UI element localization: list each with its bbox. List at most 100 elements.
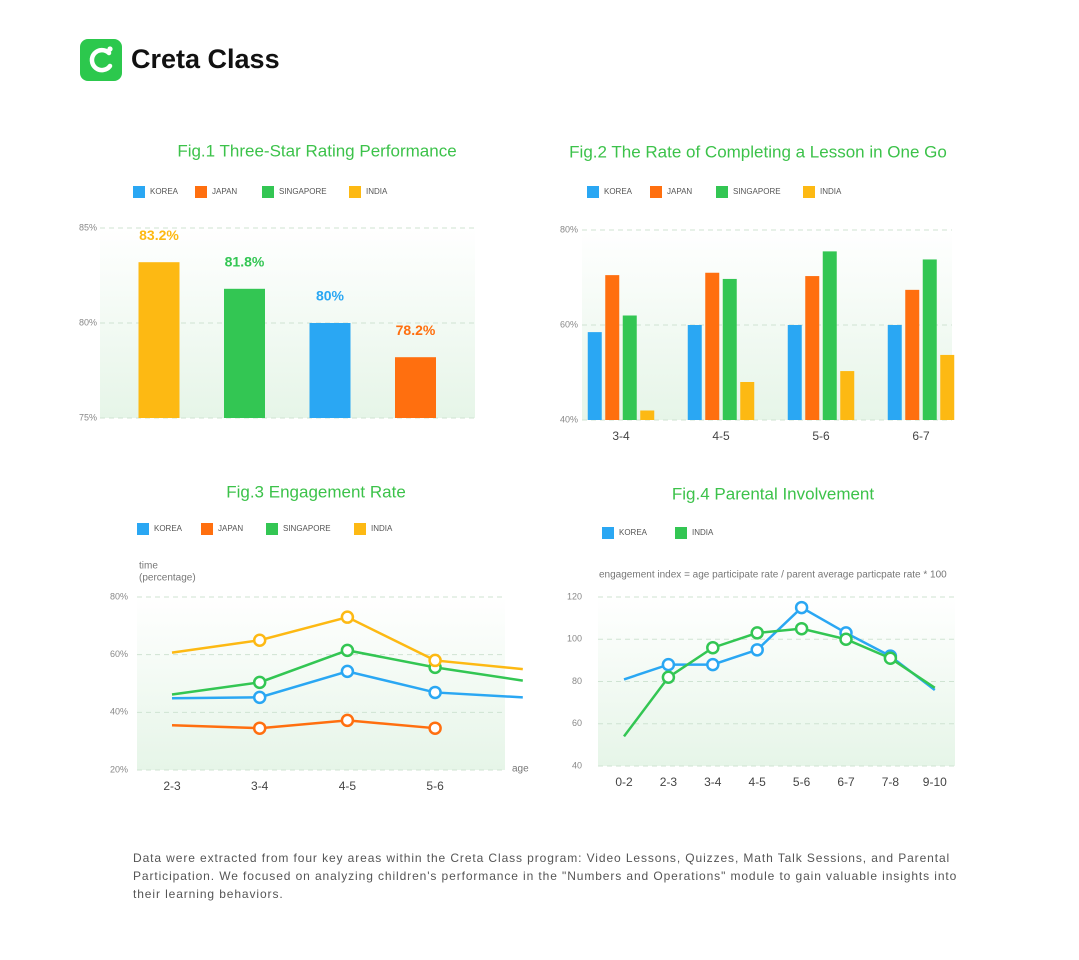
- legend-swatch: [650, 186, 662, 198]
- y-tick-label: 20%: [110, 764, 128, 774]
- point: [661, 657, 676, 672]
- legend-label: KOREA: [150, 187, 179, 196]
- bar: [922, 259, 937, 420]
- point: [883, 651, 898, 666]
- point: [252, 690, 267, 705]
- point: [750, 626, 764, 640]
- value-label: 78.2%: [396, 322, 436, 338]
- bar: [740, 382, 755, 420]
- legend-swatch: [133, 186, 145, 198]
- point: [340, 664, 355, 679]
- y-tick-label: 80: [572, 676, 582, 686]
- value-label: 83.2%: [139, 227, 179, 243]
- point: [750, 643, 764, 657]
- legend-label: SINGAPORE: [733, 187, 781, 196]
- point: [340, 610, 355, 624]
- bar: [887, 325, 902, 420]
- y-tick-label: 80%: [79, 317, 97, 327]
- y-tick-label: 100: [567, 634, 582, 644]
- y-tick-label: 75%: [79, 412, 97, 422]
- x-tick-label: 6-7: [912, 429, 930, 443]
- legend-swatch: [354, 523, 366, 535]
- y-tick-label: 40%: [560, 414, 578, 424]
- plot-background: [598, 597, 955, 766]
- point: [706, 640, 720, 655]
- bar: [687, 325, 702, 420]
- legend-label: JAPAN: [667, 187, 692, 196]
- logo-dot: [107, 46, 113, 52]
- bar: [905, 289, 920, 420]
- chart-subtitle: engagement index = age participate rate …: [599, 570, 947, 581]
- value-label: 80%: [316, 288, 345, 304]
- bar: [138, 262, 180, 418]
- x-tick-label: 2-3: [660, 775, 678, 789]
- x-tick-label: 5-6: [426, 779, 444, 793]
- chart-title: Fig.4 Parental Involvement: [672, 484, 874, 503]
- legend-swatch: [137, 523, 149, 535]
- x-axis-label: age: [512, 764, 529, 775]
- legend-swatch: [349, 186, 361, 198]
- bar: [587, 332, 602, 420]
- chart-title: Fig.3 Engagement Rate: [226, 482, 406, 501]
- bar: [840, 371, 855, 420]
- point: [706, 657, 720, 672]
- chart: Fig.3 Engagement Rate KOREA JAPAN SINGAPORE…: [110, 482, 529, 793]
- legend-swatch: [266, 523, 278, 535]
- legend-label: JAPAN: [218, 524, 243, 533]
- legend-label: JAPAN: [212, 187, 237, 196]
- y-tick-label: 60%: [110, 649, 128, 659]
- legend-label: KOREA: [604, 187, 633, 196]
- legend-label: INDIA: [366, 187, 388, 196]
- value-label: 81.8%: [225, 254, 265, 270]
- x-tick-label: 7-8: [882, 775, 900, 789]
- x-tick-label: 6-7: [837, 775, 855, 789]
- legend-swatch: [675, 527, 687, 539]
- legend-label: SINGAPORE: [279, 187, 327, 196]
- bar: [787, 325, 802, 420]
- x-tick-label: 9-10: [923, 775, 947, 789]
- point: [252, 675, 267, 690]
- logo-text: Creta Class: [131, 44, 280, 74]
- legend-label: KOREA: [619, 528, 648, 537]
- plot-background: [137, 597, 505, 770]
- bar: [805, 276, 820, 420]
- footer-text: Data were extracted from four key areas …: [133, 851, 958, 901]
- point: [252, 633, 267, 647]
- bar: [605, 275, 620, 420]
- logo-glyph: [89, 47, 113, 73]
- bar: [722, 278, 737, 420]
- point: [428, 685, 442, 700]
- legend-swatch: [803, 186, 815, 198]
- legend-swatch: [602, 527, 614, 539]
- bar: [822, 251, 837, 420]
- point: [428, 721, 442, 735]
- y-tick-label: 40%: [110, 707, 128, 717]
- y-tick-label: 85%: [79, 222, 97, 232]
- legend-swatch: [716, 186, 728, 198]
- line: [171, 719, 436, 730]
- legend-label: INDIA: [371, 524, 393, 533]
- legend-label: INDIA: [692, 528, 714, 537]
- legend-label: KOREA: [154, 524, 183, 533]
- y-tick-label: 40: [572, 760, 582, 770]
- y-axis-label: (percentage): [139, 573, 196, 584]
- chart: Fig.2 The Rate of Completing a Lesson in…: [560, 142, 955, 443]
- logo: Creta Class: [80, 39, 280, 81]
- point: [839, 632, 853, 646]
- bar: [705, 272, 720, 420]
- bar: [309, 323, 351, 418]
- x-tick-label: 4-5: [712, 429, 730, 443]
- legend-swatch: [201, 523, 213, 535]
- y-tick-label: 120: [567, 591, 582, 601]
- point: [661, 670, 676, 685]
- x-tick-label: 4-5: [339, 779, 357, 793]
- x-tick-label: 4-5: [749, 775, 767, 789]
- chart-title: Fig.1 Three-Star Rating Performance: [177, 141, 456, 160]
- point: [794, 600, 809, 615]
- x-tick-label: 3-4: [612, 429, 630, 443]
- legend-label: INDIA: [820, 187, 842, 196]
- logo-icon: [80, 39, 122, 81]
- bar: [640, 410, 655, 420]
